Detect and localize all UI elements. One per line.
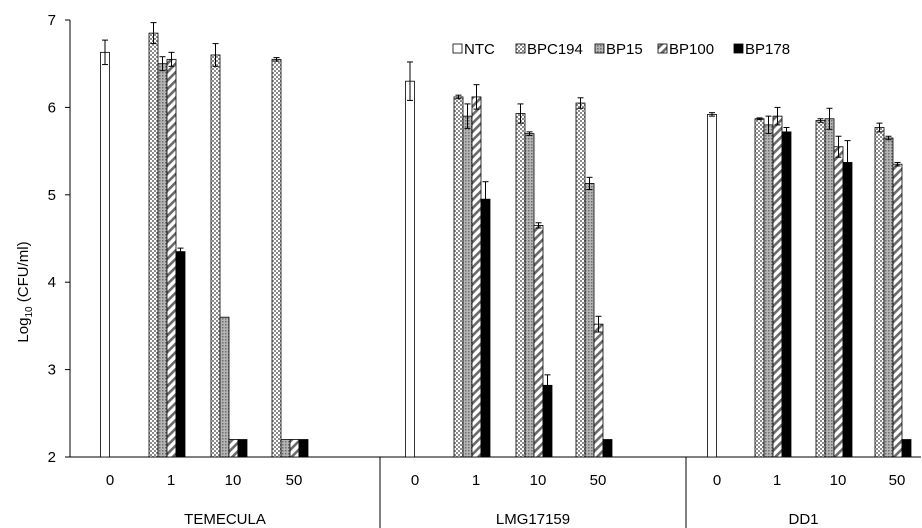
bar-bp178: [901, 439, 912, 458]
y-tick-label: 6: [48, 99, 56, 116]
x-tick-label: 10: [830, 472, 847, 489]
bar-bp178: [480, 198, 491, 458]
bar-ntc: [100, 51, 110, 458]
bar-bpc194: [754, 118, 765, 458]
legend-label-ntc: NTC: [464, 41, 495, 58]
y-axis-title-main: Log: [15, 318, 32, 343]
bar-bp100: [833, 146, 844, 458]
legend-swatch-bp178: [733, 43, 744, 54]
legend-swatch-bp100: [657, 43, 668, 54]
legend-label-bp100: BP100: [669, 41, 714, 58]
x-group-label: LMG17159: [496, 511, 570, 528]
x-tick-label: 0: [411, 472, 419, 489]
x-tick-label: 10: [530, 472, 547, 489]
bar-bp100: [166, 58, 177, 458]
bar-bp100: [593, 323, 604, 458]
bar-bp15: [280, 439, 291, 458]
legend-label-bpc194: BPC194: [527, 41, 583, 58]
bar-bp178: [842, 162, 853, 458]
bar-ntc: [707, 113, 717, 458]
bar-bp178: [175, 251, 186, 458]
x-group-label: TEMECULA: [184, 511, 266, 528]
y-axis-title-tail: (CFU/ml): [15, 241, 32, 306]
bar-bp15: [584, 183, 595, 458]
bar-bp178: [602, 439, 613, 458]
bar-bpc194: [815, 120, 826, 458]
bar-bp15: [824, 118, 835, 458]
bar-bp15: [219, 316, 230, 458]
bar-bp15: [883, 137, 894, 458]
x-tick-label: 0: [106, 472, 114, 489]
x-labels-layer: 0 1 10 50 TEMECULA 0 1 10 50 LMG17159 0 1 10 50 DD1: [106, 472, 906, 528]
x-tick-label: 50: [286, 472, 303, 489]
bar-bpc194: [210, 54, 221, 458]
bar-bp100: [471, 96, 482, 458]
bar-ntc: [405, 80, 415, 458]
legend-label-bp15: BP15: [606, 41, 643, 58]
error-bars-layer: [102, 22, 901, 397]
bar-bp178: [781, 131, 792, 458]
y-tick-label: 3: [48, 362, 56, 379]
bar-bp178: [237, 439, 248, 458]
bar-bp178: [298, 439, 309, 458]
bars-layer: [100, 32, 912, 458]
y-tick-label: 4: [48, 274, 56, 291]
x-tick-label: 1: [472, 472, 480, 489]
bar-bpc194: [874, 127, 885, 458]
bar-bp15: [462, 115, 473, 458]
bar-bp15: [157, 63, 168, 458]
x-tick-label: 0: [713, 472, 721, 489]
legend-swatch-bpc194: [515, 43, 526, 54]
y-tick-label: 7: [48, 12, 56, 29]
bar-bpc194: [148, 32, 159, 458]
bar-bp15: [524, 133, 535, 458]
bar-bpc194: [575, 102, 586, 458]
bar-bp100: [892, 163, 903, 458]
bar-bp100: [772, 115, 783, 458]
bar-bp100: [533, 224, 544, 458]
x-tick-label: 50: [590, 472, 607, 489]
bar-bp100: [228, 439, 239, 458]
bar-bp15: [763, 124, 774, 458]
legend-label-bp178: BP178: [745, 41, 790, 58]
x-group-label: DD1: [788, 511, 818, 528]
x-tick-label: 10: [225, 472, 242, 489]
y-axis-title: Log10 (CFU/ml): [15, 241, 35, 342]
legend-swatch-ntc: [452, 43, 463, 54]
bar-bpc194: [271, 58, 282, 458]
x-tick-label: 1: [773, 472, 781, 489]
legend-swatch-bp15: [594, 43, 605, 54]
x-tick-label: 1: [167, 472, 175, 489]
bar-bpc194: [453, 96, 464, 458]
y-axis-title-subscript: 10: [24, 306, 35, 318]
y-tick-label: 5: [48, 187, 56, 204]
legend: NTC BPC194 BP15 BP100 BP178: [452, 41, 790, 58]
bar-bpc194: [515, 113, 526, 458]
x-tick-label: 50: [889, 472, 906, 489]
y-tick-label: 2: [48, 449, 56, 466]
bar-bp100: [289, 439, 300, 458]
